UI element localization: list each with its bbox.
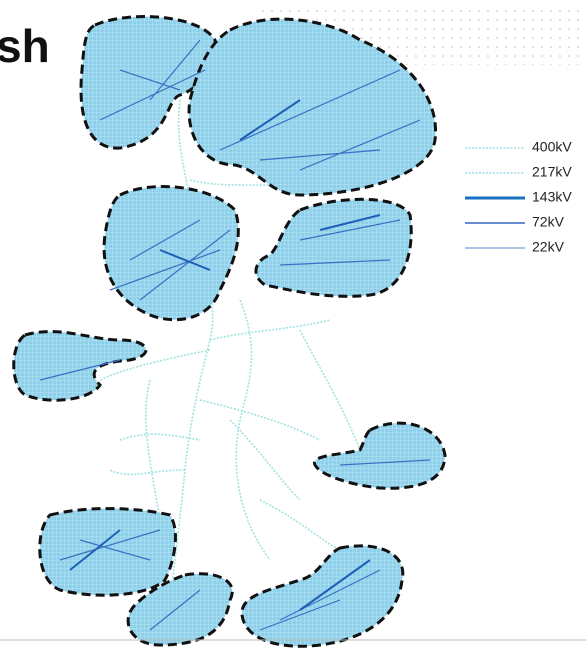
legend-label: 400kV bbox=[532, 139, 572, 155]
clusters bbox=[12, 15, 447, 648]
cluster bbox=[240, 544, 405, 648]
legend-label: 217kV bbox=[532, 164, 572, 180]
legend-label: 72kV bbox=[532, 214, 565, 230]
cluster bbox=[12, 330, 148, 402]
legend-label: 143kV bbox=[532, 189, 572, 205]
legend: 400kV 217kV 143kV 72kV 22kV bbox=[465, 139, 572, 255]
title-fragment: sh bbox=[0, 20, 50, 72]
cluster bbox=[38, 507, 177, 597]
cluster bbox=[79, 15, 218, 150]
cluster bbox=[254, 197, 413, 298]
legend-label: 22kV bbox=[532, 239, 565, 255]
cluster bbox=[313, 421, 447, 490]
feeders bbox=[39, 39, 431, 631]
cluster bbox=[102, 185, 240, 322]
network-trunk bbox=[99, 99, 361, 601]
